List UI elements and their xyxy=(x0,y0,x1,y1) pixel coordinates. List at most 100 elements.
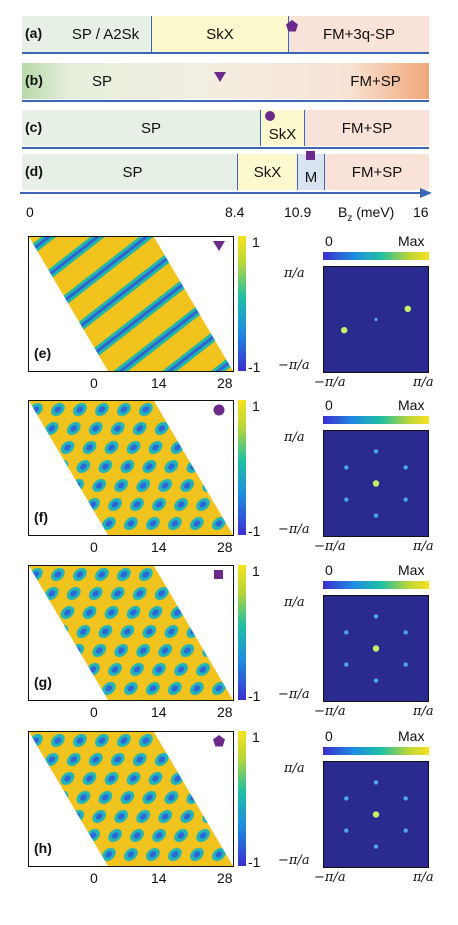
fft-x-pos-label: π/a xyxy=(413,704,434,719)
row-tag: (b) xyxy=(25,72,43,88)
fft-y-neg-label: −π/a xyxy=(278,358,310,373)
fft-peak xyxy=(404,305,411,312)
fft-peak xyxy=(403,796,408,801)
fft-scale-max-label: Max xyxy=(398,728,425,744)
spin-texture-plot xyxy=(28,400,234,536)
fft-y-pos-label: π/a xyxy=(284,761,305,776)
x-tick-28: 28 xyxy=(217,704,233,720)
phase-segment-fm-sp: FM+SP xyxy=(322,63,429,99)
fft-scale-max-label: Max xyxy=(398,233,425,249)
phase-segment-fm-3q-sp: FM+3q-SP xyxy=(288,16,429,52)
segment-label: M xyxy=(304,168,318,186)
segment-label: SP xyxy=(122,163,143,181)
axis-label-unit: (meV) xyxy=(352,204,395,220)
phase-segment-sp: SP xyxy=(62,63,142,99)
phase-segment-skx: SkX xyxy=(151,16,288,52)
panel-label: (h) xyxy=(33,840,53,856)
colorbar xyxy=(238,400,246,535)
colorbar xyxy=(238,565,246,700)
row-tag: (a) xyxy=(25,25,43,41)
panel-label: (f) xyxy=(33,509,49,525)
triangle-marker-icon xyxy=(214,72,226,82)
fft-intensity-map xyxy=(323,595,429,702)
fft-y-neg-label: −π/a xyxy=(278,687,310,702)
segment-label: SP xyxy=(140,119,161,137)
x-tick-0: 0 xyxy=(90,870,98,886)
segment-label: FM+SP xyxy=(350,72,401,90)
spin-texture-plot xyxy=(28,731,234,867)
colorbar-min-label: -1 xyxy=(248,523,261,539)
axis-label: Bz (meV) xyxy=(338,204,394,224)
fft-x-neg-label: −π/a xyxy=(314,375,346,390)
phase-separator xyxy=(22,100,429,102)
fft-y-pos-label: π/a xyxy=(284,266,305,281)
colorbar xyxy=(238,236,246,371)
segment-label: SkX xyxy=(268,125,297,143)
x-tick-0: 0 xyxy=(90,704,98,720)
fft-colorbar xyxy=(323,416,429,424)
segment-label: FM+3q-SP xyxy=(322,25,396,43)
colorbar xyxy=(238,731,246,866)
phase-segment-sp-a2sk: SP / A2Sk xyxy=(22,16,151,52)
phase-segment-skx: SkX xyxy=(237,154,297,190)
fft-peak xyxy=(373,678,379,683)
axis-label-z: z xyxy=(347,212,353,224)
fft-peak xyxy=(341,327,348,334)
phase-row-c: SP SkX FM+SP (c) xyxy=(22,110,429,146)
fft-colorbar xyxy=(323,747,429,755)
fft-peak xyxy=(403,497,408,502)
fft-peak xyxy=(373,780,379,785)
x-tick-28: 28 xyxy=(217,870,233,886)
fft-x-neg-label: −π/a xyxy=(314,704,346,719)
phase-row-b: SP FM+SP (b) xyxy=(22,63,429,99)
fft-peak xyxy=(344,662,349,667)
segment-label: SkX xyxy=(253,163,282,181)
fft-scale-min-label: 0 xyxy=(325,233,333,249)
phase-row-a: SP / A2Sk SkX FM+3q-SP (a) xyxy=(22,16,429,52)
fft-scale-max-label: Max xyxy=(398,562,425,578)
spin-texture-plot xyxy=(28,565,234,701)
axis-tick-16: 16 xyxy=(413,204,429,220)
phase-segment-sp: SP xyxy=(22,110,260,146)
fft-peak xyxy=(373,449,379,454)
fft-y-pos-label: π/a xyxy=(284,430,305,445)
fft-peak xyxy=(373,513,379,518)
circle-marker-icon xyxy=(213,404,225,416)
fft-x-neg-label: −π/a xyxy=(314,870,346,885)
fft-scale-min-label: 0 xyxy=(325,397,333,413)
fft-intensity-map xyxy=(323,761,429,868)
phase-segment-sp: SP xyxy=(22,154,237,190)
panel-label: (e) xyxy=(33,345,53,361)
phase-segment-fm-sp: FM+SP xyxy=(304,110,429,146)
fft-peak xyxy=(403,662,408,667)
colorbar-min-label: -1 xyxy=(248,359,261,375)
fft-x-neg-label: −π/a xyxy=(314,539,346,554)
fft-peak xyxy=(344,828,349,833)
fft-scale-max-label: Max xyxy=(398,397,425,413)
fft-peak xyxy=(372,811,380,818)
x-tick-14: 14 xyxy=(151,375,167,391)
fft-y-neg-label: −π/a xyxy=(278,853,310,868)
fft-peak xyxy=(372,645,380,652)
segment-label: FM+SP xyxy=(341,119,393,137)
x-tick-14: 14 xyxy=(151,704,167,720)
fft-x-pos-label: π/a xyxy=(413,870,434,885)
fft-peak xyxy=(374,317,378,322)
phase-separator xyxy=(22,147,429,149)
segment-label: SP xyxy=(91,72,112,90)
segment-label: SkX xyxy=(206,25,234,43)
colorbar-min-label: -1 xyxy=(248,688,261,704)
colorbar-max-label: 1 xyxy=(252,234,260,250)
row-tag: (c) xyxy=(25,119,43,135)
triangle-marker-icon xyxy=(213,241,225,251)
fft-peak xyxy=(373,614,379,619)
pentagon-marker-icon xyxy=(286,20,298,32)
fft-y-pos-label: π/a xyxy=(284,595,305,610)
fft-intensity-map xyxy=(323,430,429,537)
axis-tick-8-4: 8.4 xyxy=(225,204,245,220)
fft-scale-min-label: 0 xyxy=(325,728,333,744)
x-tick-28: 28 xyxy=(217,539,233,555)
x-tick-28: 28 xyxy=(217,375,233,391)
x-tick-14: 14 xyxy=(151,539,167,555)
phase-separator xyxy=(22,52,429,54)
